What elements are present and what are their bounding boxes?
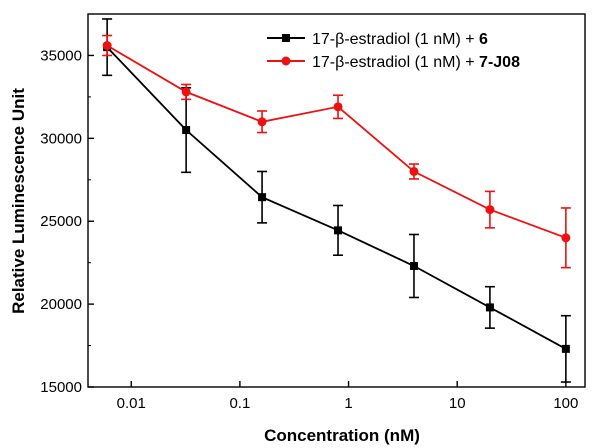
y-tick-label: 25000 [40, 213, 82, 230]
data-point [181, 87, 191, 97]
data-point [409, 166, 419, 176]
legend-compound-series-1: 6 [479, 31, 488, 48]
legend-label-series-1: 17-β-estradiol (1 nM) + 6 [312, 31, 488, 48]
legend-prefix-series-2: 17-β-estradiol (1 nM) + [312, 54, 479, 71]
data-point [334, 226, 343, 235]
series-line [106, 46, 567, 350]
data-point [485, 205, 495, 215]
x-tick-label: 100 [553, 395, 578, 412]
x-axis-title: Concentration (nM) [264, 426, 420, 445]
plot-border [87, 13, 586, 388]
y-tick-label: 20000 [40, 296, 82, 313]
data-point [102, 40, 112, 50]
legend-label-series-2: 17-β-estradiol (1 nM) + 7-J08 [312, 54, 520, 71]
y-tick-label: 30000 [40, 130, 82, 147]
data-point [485, 303, 494, 312]
legend-marker-series-2 [281, 56, 291, 66]
plot-frame [87, 13, 586, 388]
y-axis-title: Relative Luminescence Unit [9, 88, 28, 314]
x-tick-label: 1 [344, 395, 352, 412]
x-tick-label: 0.1 [229, 395, 250, 412]
legend-prefix-series-1: 17-β-estradiol (1 nM) + [312, 31, 479, 48]
series-2 [102, 34, 571, 269]
data-point [561, 233, 571, 243]
y-tick-label: 35000 [40, 47, 82, 64]
series-1 [102, 18, 571, 383]
y-axis: 15000 20000 25000 30000 35000 [40, 47, 94, 396]
series-line [106, 44, 567, 239]
legend-compound-series-2: 7-J08 [479, 54, 520, 71]
y-tick-label: 15000 [40, 379, 82, 396]
data-point [333, 102, 343, 112]
x-tick-label: 10 [449, 395, 466, 412]
x-tick-label: 0.01 [117, 395, 146, 412]
data-point [409, 261, 418, 270]
legend-marker-series-1 [282, 34, 290, 42]
data-point [258, 193, 267, 202]
x-axis: 0.01 0.1 1 10 100 [117, 381, 578, 412]
data-point [182, 126, 191, 135]
data-point [561, 344, 570, 353]
series-layer [102, 18, 571, 383]
legend: 17-β-estradiol (1 nM) + 6 17-β-estradiol… [267, 31, 520, 71]
data-point [257, 117, 267, 127]
